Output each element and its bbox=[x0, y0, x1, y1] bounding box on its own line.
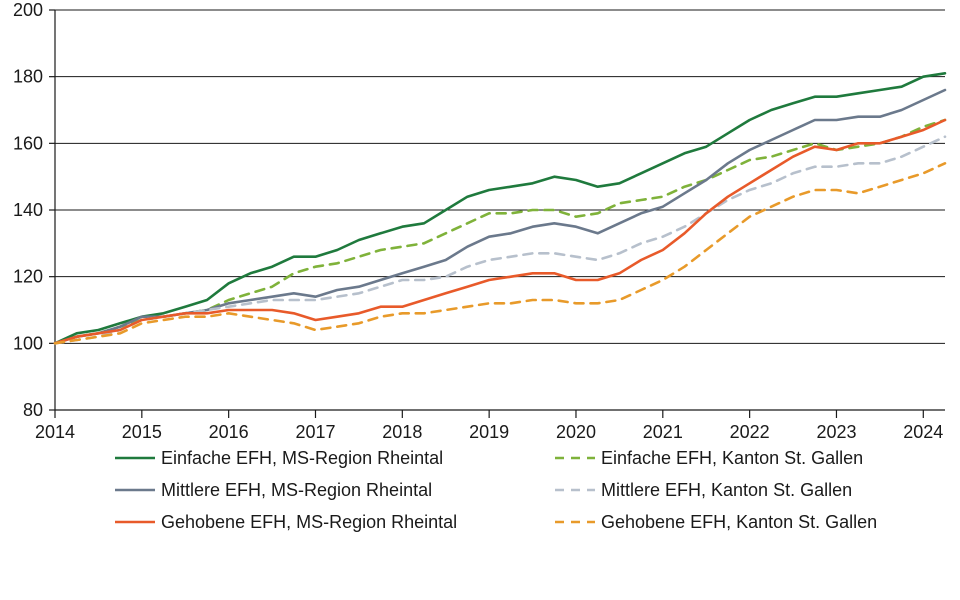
xtick-label: 2019 bbox=[469, 422, 509, 442]
xtick-label: 2018 bbox=[382, 422, 422, 442]
xtick-label: 2015 bbox=[122, 422, 162, 442]
ytick-label: 200 bbox=[13, 0, 43, 20]
xtick-label: 2023 bbox=[816, 422, 856, 442]
ytick-label: 140 bbox=[13, 200, 43, 220]
line-chart: 80 100 120 140 160 180 200 2014 2015 2016 2017 2018… bbox=[0, 0, 960, 600]
legend-label: Gehobene EFH, Kanton St. Gallen bbox=[601, 512, 877, 532]
legend-label: Einfache EFH, MS-Region Rheintal bbox=[161, 448, 443, 468]
xtick-label: 2021 bbox=[643, 422, 683, 442]
legend-label: Einfache EFH, Kanton St. Gallen bbox=[601, 448, 863, 468]
xtick-label: 2014 bbox=[35, 422, 75, 442]
xtick-label: 2022 bbox=[730, 422, 770, 442]
legend-label: Mittlere EFH, MS-Region Rheintal bbox=[161, 480, 432, 500]
xtick-label: 2020 bbox=[556, 422, 596, 442]
chart-container: 80 100 120 140 160 180 200 2014 2015 2016 2017 2018… bbox=[0, 0, 960, 600]
ytick-label: 160 bbox=[13, 133, 43, 153]
ytick-label: 80 bbox=[23, 400, 43, 420]
ytick-label: 180 bbox=[13, 67, 43, 87]
xtick-label: 2016 bbox=[209, 422, 249, 442]
xtick-label: 2017 bbox=[295, 422, 335, 442]
legend-label: Mittlere EFH, Kanton St. Gallen bbox=[601, 480, 852, 500]
legend-label: Gehobene EFH, MS-Region Rheintal bbox=[161, 512, 457, 532]
ytick-label: 120 bbox=[13, 267, 43, 287]
chart-background bbox=[0, 0, 960, 600]
ytick-label: 100 bbox=[13, 333, 43, 353]
xtick-label: 2024 bbox=[903, 422, 943, 442]
